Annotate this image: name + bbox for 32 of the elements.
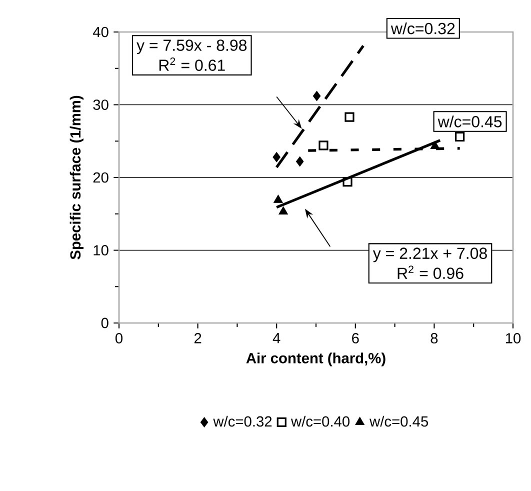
y-tick-label: 30 (93, 100, 108, 110)
annotation: w/c=0.32 (390, 22, 455, 34)
annotation: R$^{2}$ = 0.96 (398, 266, 464, 279)
point (318, 140, 328, 150)
y-axis-title: Specific surface (1/mm) (70, 96, 84, 260)
x-tick-label: 6 (352, 333, 359, 344)
point (344, 112, 354, 122)
annotation: R$^{2}$ = 0.61 (159, 58, 225, 71)
point (278, 206, 288, 214)
x-axis-title: Air content (hard,%) (246, 352, 386, 366)
y-tick-label: 20 (93, 172, 108, 183)
point (272, 152, 280, 162)
y-tick-label: 40 (92, 26, 108, 38)
point (312, 90, 321, 102)
legend-label: w/c=0.40 (290, 416, 350, 427)
x-tick-label: 0 (115, 333, 122, 344)
point (274, 194, 283, 203)
legend-label: w/c=0.32 (213, 416, 272, 427)
point (455, 132, 465, 142)
point (296, 156, 304, 167)
y-tick-label: 10 (94, 245, 108, 256)
x-tick-label: 4 (272, 333, 280, 344)
point (430, 140, 440, 150)
annotation: w/c=0.45 (438, 116, 502, 128)
x-tick-label: 8 (430, 333, 438, 344)
annotation: y = 2.21x + 7.08 (372, 248, 487, 262)
legend-label: w/c=0.45 (370, 416, 428, 427)
annotation: y = 7.59x - 8.98 (136, 40, 247, 54)
y-tick-label: 0 (101, 318, 108, 328)
point (342, 177, 352, 187)
x-tick-label: 10 (506, 333, 521, 344)
x-tick-label: 2 (194, 333, 202, 344)
